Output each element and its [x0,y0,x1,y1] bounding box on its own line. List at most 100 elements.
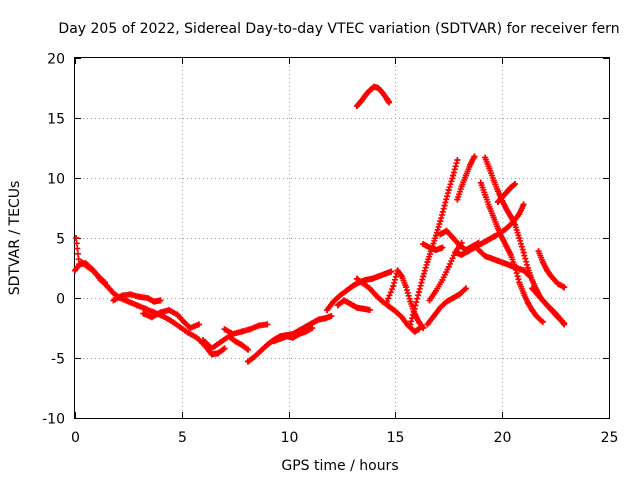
data-point [415,319,422,325]
data-point [554,314,561,321]
data-point [127,291,134,298]
data-point [296,331,303,337]
data-point [482,154,489,161]
series-track-23 [477,179,546,325]
y-tick-label: 20 [47,52,65,68]
data-point [104,283,111,289]
data-point [499,194,506,201]
data-point [251,353,258,360]
data-point [450,235,457,241]
point-markers [73,235,108,286]
data-point [516,279,523,286]
data-point [371,83,378,90]
data-point [524,265,531,271]
data-point [398,314,405,321]
data-point [437,231,444,238]
data-point [529,277,536,283]
data-point [264,341,271,348]
data-point [539,259,546,265]
data-point [454,157,461,163]
data-point [411,328,418,335]
y-tick-label: 0 [56,292,65,308]
data-point [426,244,433,251]
x-tick-label: 20 [494,430,512,446]
chart-title: Day 205 of 2022, Sidereal Day-to-day VTE… [58,21,619,37]
data-point [520,267,527,274]
data-point [471,153,478,160]
data-point [101,279,108,286]
series-track-26 [535,248,568,291]
x-tick-label: 15 [387,430,405,446]
series-track-16 [424,285,469,328]
data-point [471,244,478,251]
data-point [539,319,546,325]
data-point [390,283,397,289]
data-point [133,302,140,309]
data-point [512,221,519,228]
data-point [441,202,448,209]
data-point [445,187,452,193]
data-point [187,325,194,331]
data-point [215,350,222,357]
data-point [176,323,183,330]
data-point [394,267,401,274]
data-point [185,329,192,336]
data-point [437,304,444,311]
point-markers [535,248,568,291]
data-point [353,275,360,282]
data-point [501,260,508,267]
data-point [381,271,388,277]
y-tick-label: -5 [51,352,65,368]
data-point [520,290,527,297]
data-point [503,243,510,250]
data-point [499,235,506,241]
x-tick-label: 25 [601,430,619,446]
data-point [142,305,149,312]
data-point [407,321,414,328]
data-point [535,292,542,299]
data-point [140,310,147,317]
data-point [475,247,482,253]
data-point [424,259,431,265]
data-point [157,309,164,316]
data-point [490,233,497,240]
point-markers [407,157,461,328]
data-point [264,321,271,328]
data-point [443,227,450,234]
axis-ticks: 0 5 10 15 20 25 -10 -5 0 5 10 15 20 [42,52,618,447]
data-point [432,287,439,294]
data-point [503,189,510,196]
data-point [72,267,78,274]
data-point [257,347,264,354]
data-point [415,326,422,333]
data-point [336,292,343,299]
data-point [561,320,568,327]
y-tick-label: 10 [47,172,65,188]
data-point [76,261,83,268]
data-point [439,244,446,251]
series-track-5 [200,333,252,353]
data-point [283,333,290,340]
series-track-6 [221,321,271,337]
data-point [89,266,96,273]
data-point [439,277,446,283]
data-point [193,334,200,341]
y-axis-title: SDTVAR / TECUs [7,181,23,296]
data-point [503,225,510,232]
data-point [445,263,452,270]
data-point [388,268,395,275]
data-point [324,307,331,313]
data-point [255,322,262,329]
data-point [490,177,497,184]
data-point [379,89,386,96]
x-tick-label: 0 [71,430,80,446]
series-track-11 [353,275,422,335]
grid [75,58,609,418]
data-series [72,83,568,365]
data-point [277,335,284,342]
data-point [341,297,348,304]
data-point [110,297,117,304]
data-point [362,92,369,99]
data-point [482,253,489,259]
